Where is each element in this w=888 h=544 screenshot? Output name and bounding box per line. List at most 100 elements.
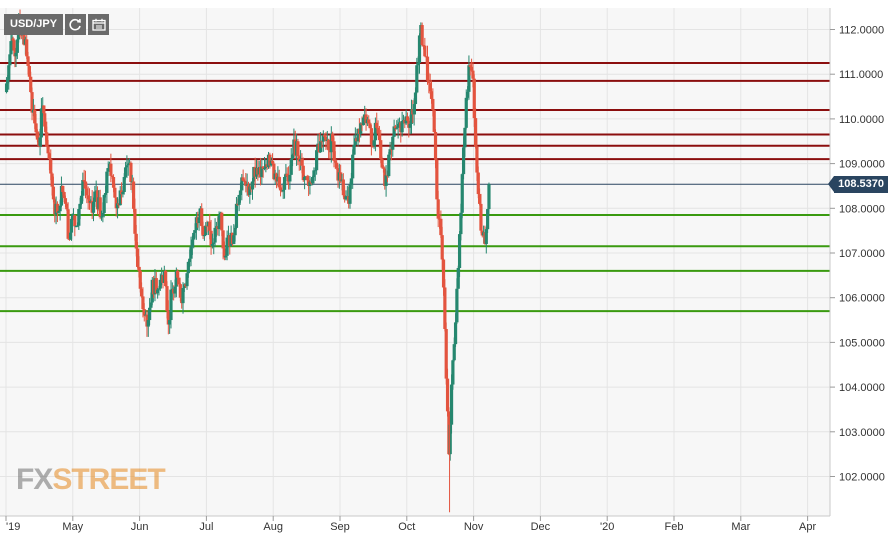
candle-down <box>443 287 447 329</box>
chart-toolbar: USD/JPY <box>4 14 110 35</box>
candle-down <box>278 187 283 191</box>
candle-down <box>379 140 383 160</box>
candle-down <box>441 259 446 288</box>
refresh-button[interactable] <box>65 14 87 35</box>
candle-down <box>421 45 426 47</box>
candle-up <box>234 203 239 228</box>
candle-up <box>395 127 399 129</box>
candle-up <box>290 154 295 160</box>
candles <box>4 9 491 513</box>
y-axis-ticks: 112.0000 111.0000 110.0000 109.0000 108.0000… <box>830 25 885 484</box>
candle-up <box>391 136 395 150</box>
candle-down <box>62 192 66 199</box>
candle-up <box>484 229 488 245</box>
candle-up <box>240 177 244 191</box>
candle-up <box>463 127 467 148</box>
candle-down <box>138 270 142 289</box>
candle-down <box>63 198 68 204</box>
symbol-label[interactable]: USD/JPY <box>4 14 64 35</box>
candle-up <box>122 177 126 193</box>
candle-up <box>409 109 414 124</box>
candle-up <box>224 255 228 258</box>
y-tick-label: 103.0000 <box>839 427 885 439</box>
candle-up <box>348 184 352 204</box>
candle-up <box>173 286 177 294</box>
candle-up <box>149 302 153 308</box>
candle-up <box>9 41 13 55</box>
candle-down <box>44 126 48 133</box>
candle-up <box>456 267 460 289</box>
candle-up <box>349 178 353 185</box>
candle-down <box>471 70 475 79</box>
candle-down <box>341 179 345 196</box>
candle-up <box>457 234 462 268</box>
candle-up <box>102 194 106 214</box>
calendar-button[interactable] <box>88 14 110 35</box>
candle-up <box>169 289 173 321</box>
candle-up <box>232 235 236 245</box>
candle-down <box>244 181 248 186</box>
candle-down <box>425 56 430 81</box>
candle-up <box>181 288 185 304</box>
candle-up <box>288 174 292 182</box>
candle-down <box>34 123 38 133</box>
candle-down <box>476 172 480 195</box>
candle-up <box>202 235 206 237</box>
candle-down <box>26 56 30 66</box>
candle-down <box>129 162 133 182</box>
candle-up <box>79 195 84 204</box>
candle-down <box>142 309 146 316</box>
candle-down <box>405 116 410 121</box>
candle-down <box>423 45 427 57</box>
candle-up <box>237 195 241 205</box>
candle-down <box>381 167 386 169</box>
candle-down <box>12 40 16 51</box>
candle-down <box>479 203 483 231</box>
candle-up <box>359 123 363 134</box>
candle-down <box>301 165 305 181</box>
candle-up <box>315 150 319 171</box>
candle-up <box>69 218 74 233</box>
candle-down <box>320 141 324 143</box>
candle-down <box>55 203 60 213</box>
x-tick-label: Feb <box>665 521 684 533</box>
candle-up <box>106 168 110 172</box>
candle-up <box>388 149 392 155</box>
candle-down <box>111 177 116 188</box>
candle-down <box>261 166 265 169</box>
candle-down <box>331 133 335 142</box>
x-tick-label: Mar <box>731 521 750 533</box>
candle-down <box>208 221 212 231</box>
candle-up <box>59 185 64 206</box>
candle-down <box>431 98 435 110</box>
candle-down <box>35 132 39 140</box>
candle-down <box>327 139 331 151</box>
candle-down <box>209 230 213 246</box>
x-tick-label: Jul <box>199 521 213 533</box>
candle-up <box>308 181 312 186</box>
y-tick-label: 104.0000 <box>839 382 885 394</box>
candle-up <box>262 168 267 170</box>
candle-up <box>210 244 215 246</box>
y-tick-label: 110.0000 <box>839 114 884 126</box>
candle-down <box>335 162 339 169</box>
candle-down <box>432 109 436 132</box>
candle-up <box>351 154 355 179</box>
candle-up <box>213 227 217 243</box>
candle-up <box>156 289 160 294</box>
candle-up <box>174 270 178 287</box>
x-tick-label: '20 <box>600 521 614 533</box>
candle-down <box>98 197 102 218</box>
candle-down <box>42 105 46 114</box>
candle-down <box>393 126 398 129</box>
candle-down <box>436 199 440 219</box>
candle-down <box>61 185 65 193</box>
candle-down <box>73 215 77 227</box>
candle-up <box>449 384 454 425</box>
candle-down <box>86 195 90 200</box>
candle-down <box>33 109 37 124</box>
candle-up <box>448 424 452 455</box>
candle-down <box>131 181 136 209</box>
y-tick-label: 112.0000 <box>839 25 884 37</box>
candle-up <box>197 217 201 224</box>
